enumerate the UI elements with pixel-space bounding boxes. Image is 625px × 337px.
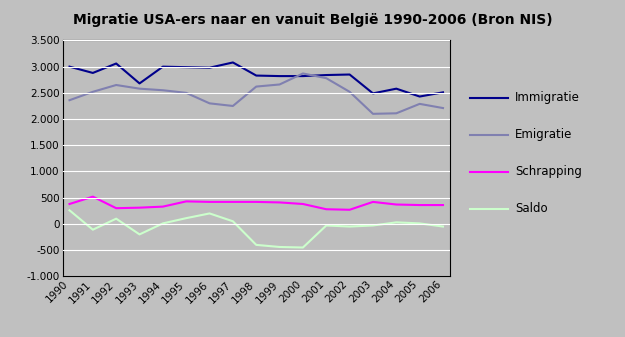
Immigratie — [136, 82, 143, 86]
Emigratie — [276, 83, 283, 87]
Emigratie — [159, 88, 167, 92]
Schrapping — [276, 201, 283, 205]
Saldo — [136, 233, 143, 237]
Schrapping — [322, 207, 330, 211]
Immigratie — [182, 65, 190, 69]
Immigratie — [299, 74, 307, 78]
Saldo — [89, 228, 97, 232]
Immigratie — [346, 72, 353, 76]
Saldo — [299, 245, 307, 249]
Schrapping — [369, 200, 377, 204]
Emigratie — [439, 106, 447, 110]
Schrapping — [206, 200, 213, 204]
Emigratie — [182, 91, 190, 95]
Emigratie — [322, 76, 330, 80]
Text: Migratie USA-ers naar en vanuit België 1990-2006 (Bron NIS): Migratie USA-ers naar en vanuit België 1… — [72, 13, 552, 28]
Schrapping — [229, 200, 237, 204]
Emigratie — [253, 85, 260, 89]
Emigratie — [369, 112, 377, 116]
Immigratie — [159, 65, 167, 69]
Emigratie — [89, 90, 97, 94]
Saldo — [253, 243, 260, 247]
Emigratie — [66, 98, 73, 102]
Line: Saldo: Saldo — [69, 210, 443, 247]
Text: Immigratie: Immigratie — [515, 91, 580, 104]
Saldo — [182, 216, 190, 220]
Immigratie — [322, 73, 330, 77]
Text: Schrapping: Schrapping — [515, 165, 582, 178]
Immigratie — [276, 74, 283, 78]
Immigratie — [66, 65, 73, 69]
Text: Emigratie: Emigratie — [515, 128, 572, 141]
Emigratie — [206, 101, 213, 105]
Immigratie — [112, 61, 120, 65]
Emigratie — [346, 90, 353, 94]
Emigratie — [416, 102, 423, 106]
Saldo — [159, 221, 167, 225]
Immigratie — [253, 73, 260, 78]
Saldo — [229, 219, 237, 223]
Emigratie — [136, 87, 143, 91]
Immigratie — [206, 66, 213, 70]
Schrapping — [299, 202, 307, 206]
Schrapping — [136, 206, 143, 210]
Schrapping — [182, 200, 190, 204]
Saldo — [206, 211, 213, 215]
Emigratie — [392, 111, 400, 115]
Immigratie — [416, 94, 423, 98]
Text: Saldo: Saldo — [515, 203, 548, 215]
Immigratie — [392, 87, 400, 91]
Schrapping — [159, 205, 167, 209]
Line: Immigratie: Immigratie — [69, 62, 443, 96]
Schrapping — [112, 206, 120, 210]
Immigratie — [439, 90, 447, 94]
Saldo — [322, 223, 330, 227]
Line: Emigratie: Emigratie — [69, 73, 443, 114]
Schrapping — [346, 208, 353, 212]
Schrapping — [66, 202, 73, 206]
Saldo — [66, 208, 73, 212]
Immigratie — [89, 71, 97, 75]
Schrapping — [416, 203, 423, 207]
Saldo — [346, 224, 353, 228]
Line: Schrapping: Schrapping — [69, 197, 443, 210]
Immigratie — [369, 91, 377, 95]
Saldo — [369, 223, 377, 227]
Schrapping — [253, 200, 260, 204]
Saldo — [439, 224, 447, 228]
Schrapping — [89, 195, 97, 199]
Schrapping — [392, 203, 400, 207]
Saldo — [392, 220, 400, 224]
Schrapping — [439, 203, 447, 207]
Emigratie — [112, 83, 120, 87]
Emigratie — [299, 71, 307, 75]
Saldo — [112, 217, 120, 221]
Saldo — [276, 245, 283, 249]
Emigratie — [229, 104, 237, 108]
Immigratie — [229, 60, 237, 64]
Saldo — [416, 221, 423, 225]
